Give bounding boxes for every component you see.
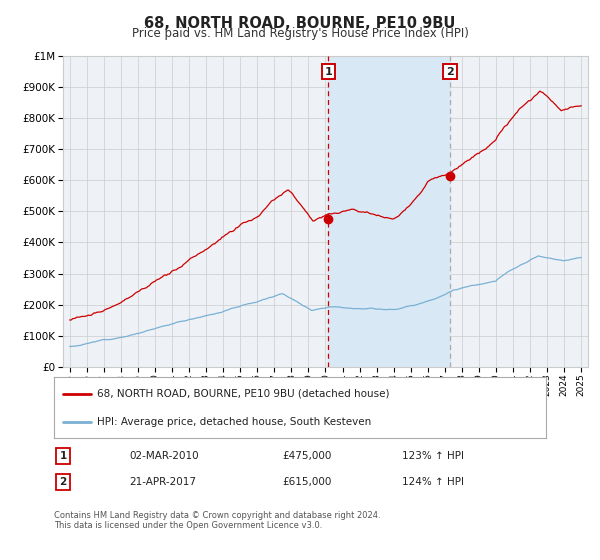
Text: 123% ↑ HPI: 123% ↑ HPI xyxy=(402,451,464,461)
Text: £615,000: £615,000 xyxy=(282,477,331,487)
Text: 1: 1 xyxy=(325,67,332,77)
Text: 2: 2 xyxy=(59,477,67,487)
Text: This data is licensed under the Open Government Licence v3.0.: This data is licensed under the Open Gov… xyxy=(54,521,322,530)
Text: 68, NORTH ROAD, BOURNE, PE10 9BU: 68, NORTH ROAD, BOURNE, PE10 9BU xyxy=(145,16,455,31)
Bar xyxy=(328,56,450,367)
Text: 02-MAR-2010: 02-MAR-2010 xyxy=(129,451,199,461)
Text: £475,000: £475,000 xyxy=(282,451,331,461)
Text: 124% ↑ HPI: 124% ↑ HPI xyxy=(402,477,464,487)
Text: 1: 1 xyxy=(59,451,67,461)
Text: 2: 2 xyxy=(446,67,454,77)
Text: 21-APR-2017: 21-APR-2017 xyxy=(129,477,196,487)
Text: Price paid vs. HM Land Registry's House Price Index (HPI): Price paid vs. HM Land Registry's House … xyxy=(131,27,469,40)
Text: Contains HM Land Registry data © Crown copyright and database right 2024.: Contains HM Land Registry data © Crown c… xyxy=(54,511,380,520)
Text: 68, NORTH ROAD, BOURNE, PE10 9BU (detached house): 68, NORTH ROAD, BOURNE, PE10 9BU (detach… xyxy=(97,389,390,399)
Text: HPI: Average price, detached house, South Kesteven: HPI: Average price, detached house, Sout… xyxy=(97,417,371,427)
